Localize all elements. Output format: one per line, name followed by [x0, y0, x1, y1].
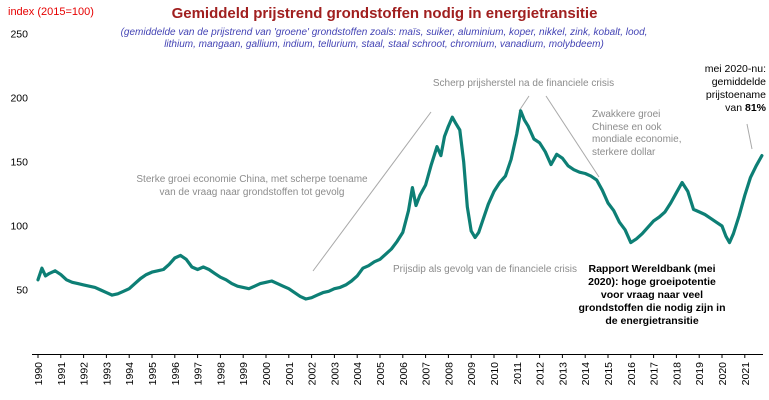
svg-text:1992: 1992 — [79, 362, 91, 386]
annotation-world-bank-report-title: Rapport Wereldbank (mei 2020): — [588, 263, 716, 288]
svg-text:2016: 2016 — [626, 362, 638, 386]
svg-text:1996: 1996 — [170, 362, 182, 386]
svg-text:1997: 1997 — [193, 362, 205, 386]
svg-text:1994: 1994 — [124, 362, 136, 386]
svg-text:250: 250 — [10, 29, 28, 41]
svg-text:2018: 2018 — [671, 362, 683, 386]
svg-text:1999: 1999 — [238, 362, 250, 386]
svg-text:2015: 2015 — [603, 362, 615, 386]
svg-text:2004: 2004 — [352, 362, 364, 386]
svg-text:2010: 2010 — [489, 362, 501, 386]
annotation-weaker-growth: Zwakkere groei Chinese en ook mondiale e… — [592, 109, 682, 158]
svg-text:1998: 1998 — [215, 362, 227, 386]
svg-text:100: 100 — [10, 221, 28, 233]
annotation-world-bank-report-text: hoge groeipotentie voor vraag naar veel … — [578, 276, 726, 327]
svg-text:150: 150 — [10, 157, 28, 169]
svg-text:2007: 2007 — [421, 362, 433, 386]
annotation-price-dip: Prijsdip als gevolg van de financiele cr… — [393, 264, 577, 275]
svg-text:1995: 1995 — [147, 362, 159, 386]
svg-text:2009: 2009 — [466, 362, 478, 386]
svg-text:1990: 1990 — [33, 362, 45, 386]
annotation-mei-2020-text: mei 2020-nu: gemiddelde prijstoename van — [704, 63, 766, 114]
svg-text:2001: 2001 — [284, 362, 296, 386]
svg-text:2000: 2000 — [261, 362, 273, 386]
svg-text:2019: 2019 — [694, 362, 706, 386]
svg-text:2013: 2013 — [557, 362, 569, 386]
y-axis-unit-label: index (2015=100) — [8, 6, 94, 18]
chart-subtitle: (gemiddelde van de prijstrend van 'groen… — [120, 27, 648, 50]
svg-text:2021: 2021 — [740, 362, 752, 386]
svg-text:2011: 2011 — [512, 362, 524, 385]
chart-title: Gemiddeld prijstrend grondstoffen nodig … — [171, 5, 598, 22]
annotation-price-recovery: Scherp prijsherstel na de financiele cri… — [432, 78, 615, 89]
svg-text:2003: 2003 — [329, 362, 341, 386]
svg-text:200: 200 — [10, 93, 28, 105]
svg-text:2002: 2002 — [307, 362, 319, 386]
svg-text:2017: 2017 — [649, 362, 661, 386]
svg-text:2020: 2020 — [717, 362, 729, 386]
svg-text:2014: 2014 — [580, 362, 592, 386]
annotation-mei-2020-percentage: 81% — [744, 102, 766, 114]
svg-text:1993: 1993 — [101, 362, 113, 386]
svg-text:2012: 2012 — [535, 362, 547, 386]
svg-text:1991: 1991 — [56, 362, 68, 386]
svg-text:50: 50 — [16, 285, 28, 297]
annotation-world-bank-report: Rapport Wereldbank (mei 2020): hoge groe… — [578, 263, 726, 328]
annotation-china-growth: Sterke groei economie China, met scherpe… — [136, 174, 368, 198]
svg-text:2005: 2005 — [375, 362, 387, 386]
svg-text:2008: 2008 — [443, 362, 455, 386]
annotation-mei-2020-increase: mei 2020-nu: gemiddelde prijstoename van… — [690, 63, 766, 115]
svg-text:2006: 2006 — [398, 362, 410, 386]
